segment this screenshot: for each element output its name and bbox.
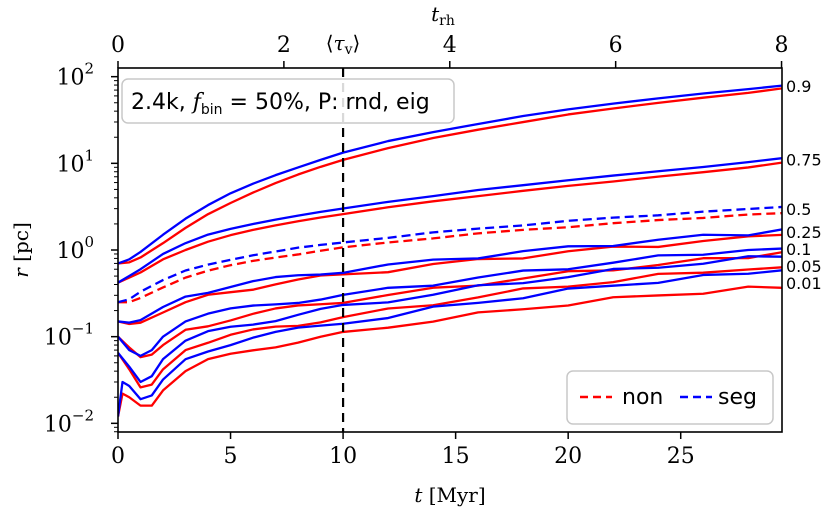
annotation-text: 2.4k, fbin = 50%, P: rnd, eig — [131, 90, 430, 118]
fraction-label: 0.9 — [786, 77, 811, 96]
fraction-label: 0.1 — [786, 240, 811, 259]
line-non-0p25 — [118, 233, 782, 326]
y-axis: 102 101 100 10−1 10−2 — [44, 60, 118, 437]
fraction-label: 0.01 — [786, 274, 822, 293]
y-tick-label: 100 — [56, 233, 94, 264]
y-tick-label: 10−2 — [44, 406, 94, 437]
x-tick-label: 0 — [111, 444, 125, 469]
line-non-0p9 — [118, 87, 782, 265]
x-tick-label: 20 — [554, 444, 582, 469]
top-tick-label: 6 — [609, 33, 623, 58]
line-non-0p75 — [118, 161, 782, 284]
fraction-label: 0.05 — [786, 257, 822, 276]
y-tick-label: 102 — [56, 60, 94, 91]
legend-non-label: non — [622, 385, 663, 410]
legend: non seg — [566, 370, 774, 425]
x-tick-label: 10 — [329, 444, 357, 469]
line-seg-0p01 — [118, 269, 782, 417]
tau-v-label: ⟨τv⟩ — [326, 31, 361, 58]
y-tick-label: 101 — [56, 146, 94, 177]
legend-seg-label: seg — [718, 385, 757, 410]
top-tick-label: 0 — [111, 33, 125, 58]
top-tick-label: 2 — [277, 33, 291, 58]
series-lines — [118, 84, 782, 417]
line-seg-0p25 — [118, 228, 782, 324]
line-seg-0p1 — [118, 247, 782, 358]
x-axis-title: t [Myr] — [414, 483, 485, 507]
x-axis: 0 5 10 15 20 25 — [111, 432, 695, 469]
top-axis-title: trh — [431, 2, 455, 29]
line-non-0p05 — [118, 266, 782, 389]
line-non-0p01 — [118, 285, 782, 417]
y-tick-label: 10−1 — [44, 320, 94, 351]
annotation-box: 2.4k, fbin = 50%, P: rnd, eig — [121, 78, 455, 124]
x-tick-label: 15 — [442, 444, 470, 469]
line-seg-0p5 — [118, 205, 782, 304]
x-tick-label: 25 — [667, 444, 695, 469]
line-seg-0p05 — [118, 255, 782, 384]
y-axis-title: r [pc] — [9, 222, 33, 278]
top-axis: 0 2 4 6 8 — [111, 33, 789, 68]
fraction-label: 0.5 — [786, 200, 811, 219]
fraction-labels: 0.9 0.75 0.5 0.250.10.050.01 — [786, 77, 822, 293]
x-tick-label: 5 — [224, 444, 238, 469]
top-tick-label: 4 — [443, 33, 457, 58]
fraction-label: 0.75 — [786, 150, 822, 169]
fraction-label: 0.25 — [786, 223, 822, 242]
line-seg-0p75 — [118, 157, 782, 284]
line-seg-0p9 — [118, 84, 782, 265]
top-tick-label: 8 — [775, 33, 789, 58]
line-non-0p5 — [118, 211, 782, 304]
